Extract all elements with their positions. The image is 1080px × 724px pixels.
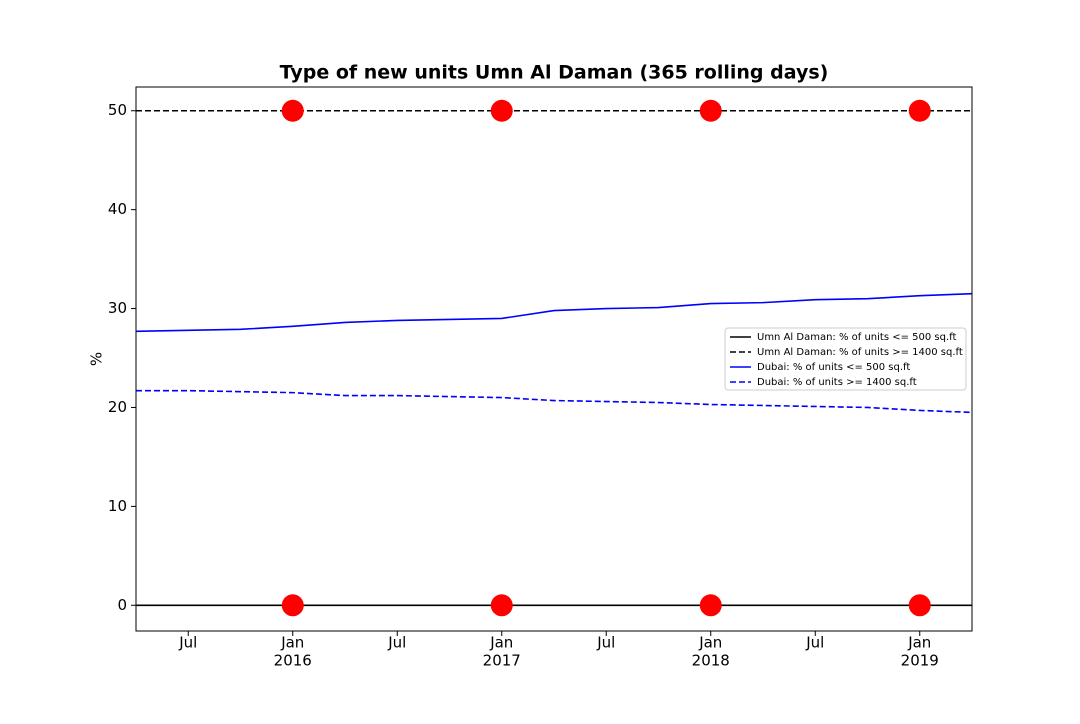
marker — [490, 594, 513, 617]
x-tick-year-label: 2018 — [692, 652, 730, 670]
marker — [699, 594, 722, 617]
marker — [281, 99, 304, 122]
legend-box — [724, 327, 967, 391]
legend: Umn Al Daman: % of units <= 500 sq.ft Umn… — [724, 327, 967, 391]
marker — [908, 594, 931, 617]
series-line — [136, 389, 972, 414]
x-tick-year-label: 2016 — [274, 652, 312, 670]
x-tick-label: Jul — [178, 634, 197, 652]
marker — [281, 594, 304, 617]
x-tick-label: Jul — [805, 634, 824, 652]
legend-label: Dubai: % of units <= 500 sq.ft — [757, 362, 910, 373]
legend-label: Dubai: % of units >= 1400 sq.ft — [757, 377, 917, 388]
legend-label: Umn Al Daman: % of units >= 1400 sq.ft — [757, 347, 963, 358]
legend-label: Umn Al Daman: % of units <= 500 sq.ft — [757, 332, 957, 343]
x-tick-label: Jan — [698, 634, 722, 652]
axes-frame — [135, 86, 973, 632]
series-line — [136, 292, 972, 333]
x-tick-year-label: 2019 — [901, 652, 939, 670]
y-tick-label: 0 — [117, 596, 127, 614]
x-tick-label: Jan — [907, 634, 931, 652]
chart-title: Type of new units Umn Al Daman (365 roll… — [280, 62, 829, 84]
marker — [490, 99, 513, 122]
x-tick-label: Jul — [387, 634, 406, 652]
x-tick-year-label: 2017 — [483, 652, 521, 670]
y-tick-label: 30 — [108, 299, 127, 317]
x-tick-label: Jul — [596, 634, 615, 652]
marker — [699, 99, 722, 122]
x-tick-label: Jan — [489, 634, 513, 652]
plot-area — [136, 109, 972, 607]
y-tick-label: 20 — [108, 398, 127, 416]
y-tick-label: 10 — [108, 497, 127, 515]
y-axis-label: % — [88, 352, 106, 366]
x-tick-label: Jan — [280, 634, 304, 652]
y-tick-label: 50 — [108, 101, 127, 119]
marker — [908, 99, 931, 122]
y-tick-label: 40 — [108, 200, 127, 218]
